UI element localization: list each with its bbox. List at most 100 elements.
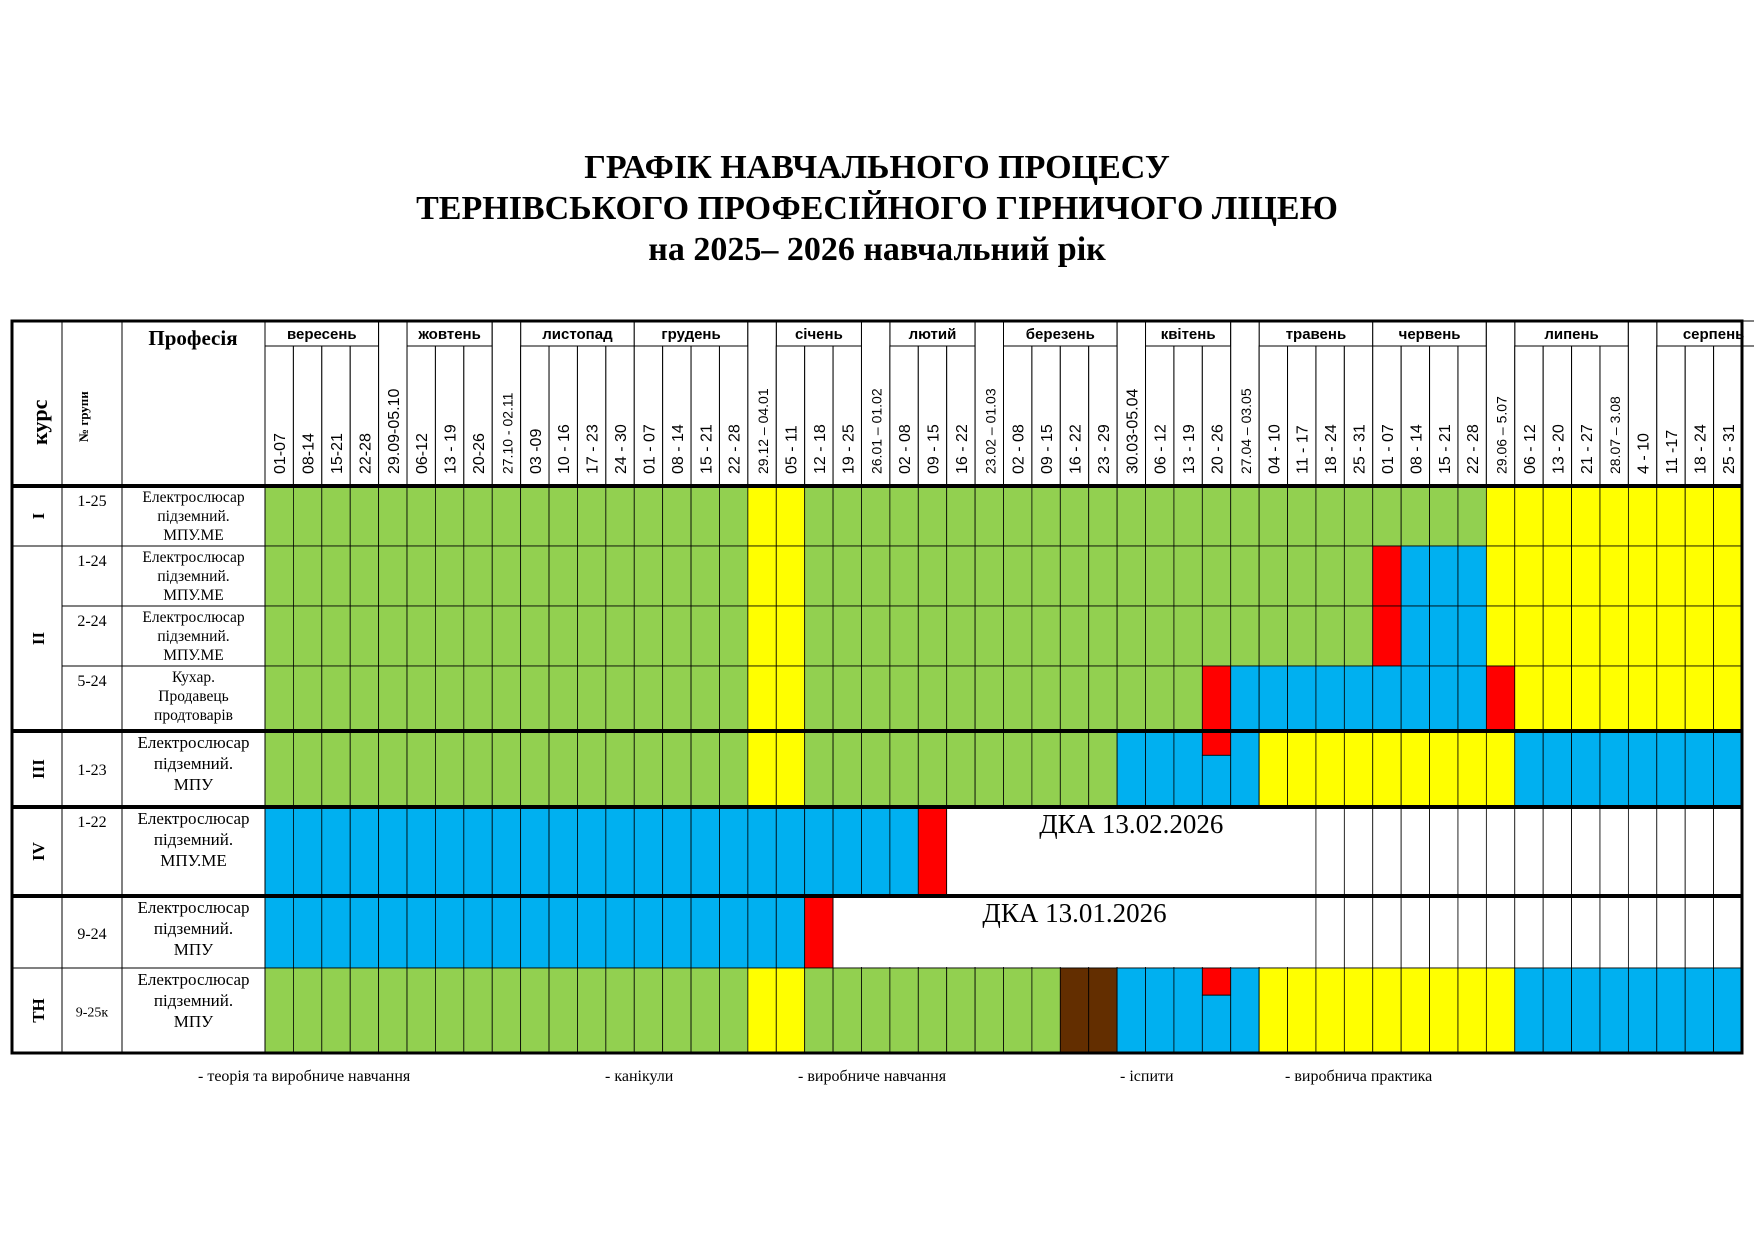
profession-line: підземний. [157, 508, 229, 525]
cell [378, 895, 408, 969]
week-label: 09 - 15 [925, 424, 942, 474]
cell [1599, 605, 1629, 667]
week-label: 29.12 – 04.01 [755, 388, 771, 474]
dka-block [834, 897, 1315, 967]
cell [1627, 967, 1658, 1054]
week-label: 29.06 – 5.07 [1494, 396, 1510, 474]
cell [349, 730, 380, 808]
cell [662, 605, 692, 667]
week-header-cell [378, 320, 408, 487]
cell [804, 730, 834, 808]
cell [633, 806, 664, 897]
cell [662, 967, 692, 1054]
cell [1116, 545, 1146, 607]
group-header-label: № групи [76, 391, 91, 442]
cell [1542, 485, 1572, 547]
week-label: 01 - 07 [1380, 424, 1397, 474]
cell [321, 605, 351, 667]
week-label: 11 - 17 [1295, 425, 1312, 474]
cell [605, 545, 635, 607]
cell [1400, 485, 1430, 547]
profession-line: МПУ [174, 1012, 214, 1031]
cell [861, 967, 891, 1054]
cell [463, 485, 493, 547]
cell [378, 967, 408, 1054]
cell [917, 806, 948, 897]
month-label: жовтень [417, 326, 480, 343]
week-label: 13 - 20 [1550, 424, 1567, 474]
cell [690, 485, 720, 547]
cell [293, 806, 323, 897]
course-label: I [29, 512, 48, 519]
week-header-cell [264, 345, 294, 487]
cell [1571, 545, 1601, 607]
week-header-cell [974, 320, 1004, 487]
group-number: 9-24 [77, 926, 106, 943]
dka-note: ДКА 13.01.2026 [982, 898, 1166, 928]
cell [406, 665, 436, 732]
cell [861, 605, 891, 667]
cell [1627, 806, 1658, 897]
cell [1400, 730, 1430, 808]
group-number: 1-22 [77, 814, 106, 831]
cell [861, 806, 891, 897]
week-label: 13 - 19 [443, 424, 460, 474]
cell [804, 485, 834, 547]
cell [520, 545, 550, 607]
cell [1173, 545, 1203, 607]
cell [349, 485, 380, 547]
week-header-cell [349, 345, 380, 487]
cell [1287, 485, 1317, 547]
cell [1173, 485, 1203, 547]
cell [577, 605, 607, 667]
profession-cell [121, 545, 266, 607]
cell [1059, 545, 1090, 607]
cell [1514, 665, 1544, 732]
cell [1173, 665, 1203, 732]
cell [605, 967, 635, 1054]
profession-line: МПУ [174, 775, 214, 794]
cell [520, 895, 550, 969]
cell [1343, 806, 1374, 897]
profession-cell [121, 895, 266, 969]
week-label: 20 - 26 [1210, 424, 1227, 474]
cell [491, 665, 522, 732]
cell [435, 730, 465, 808]
cell [1542, 665, 1572, 732]
cell [1201, 605, 1232, 667]
profession-line: Електрослюсар [142, 549, 244, 566]
cell [378, 806, 408, 897]
profession-line: Електрослюсар [137, 733, 249, 752]
cell [775, 665, 806, 732]
cell [1457, 895, 1487, 969]
week-label: 25 - 31 [1352, 424, 1369, 474]
cell [690, 545, 720, 607]
cell [1400, 806, 1430, 897]
cell [1031, 730, 1061, 808]
cell [1343, 730, 1374, 808]
cell [1485, 895, 1516, 969]
cell [1571, 665, 1601, 732]
week-header-cell [1542, 345, 1573, 487]
group-number: 2-24 [77, 613, 106, 630]
cell [861, 730, 891, 808]
cell [1258, 545, 1288, 607]
profession-cell [121, 806, 266, 897]
cell [463, 806, 493, 897]
week-label: 20-26 [471, 433, 488, 474]
cell [1599, 485, 1629, 547]
cell [1713, 730, 1743, 808]
group-cell [61, 545, 123, 607]
profession-line: Електрослюсар [137, 970, 249, 989]
cell [832, 665, 862, 732]
cell [1372, 605, 1402, 667]
cell [1713, 605, 1743, 667]
profession-line: МПУ.МЕ [163, 587, 224, 604]
cell [1571, 806, 1601, 897]
cell [1457, 545, 1487, 607]
title-line-2: ТЕРНІВСЬКОГО ПРОФЕСІЙНОГО ГІРНИЧОГО ЛІЦЕ… [416, 190, 1338, 227]
profession-line: підземний. [154, 830, 233, 849]
cell [1372, 806, 1402, 897]
course-cell [11, 545, 63, 732]
cell [1514, 545, 1544, 607]
